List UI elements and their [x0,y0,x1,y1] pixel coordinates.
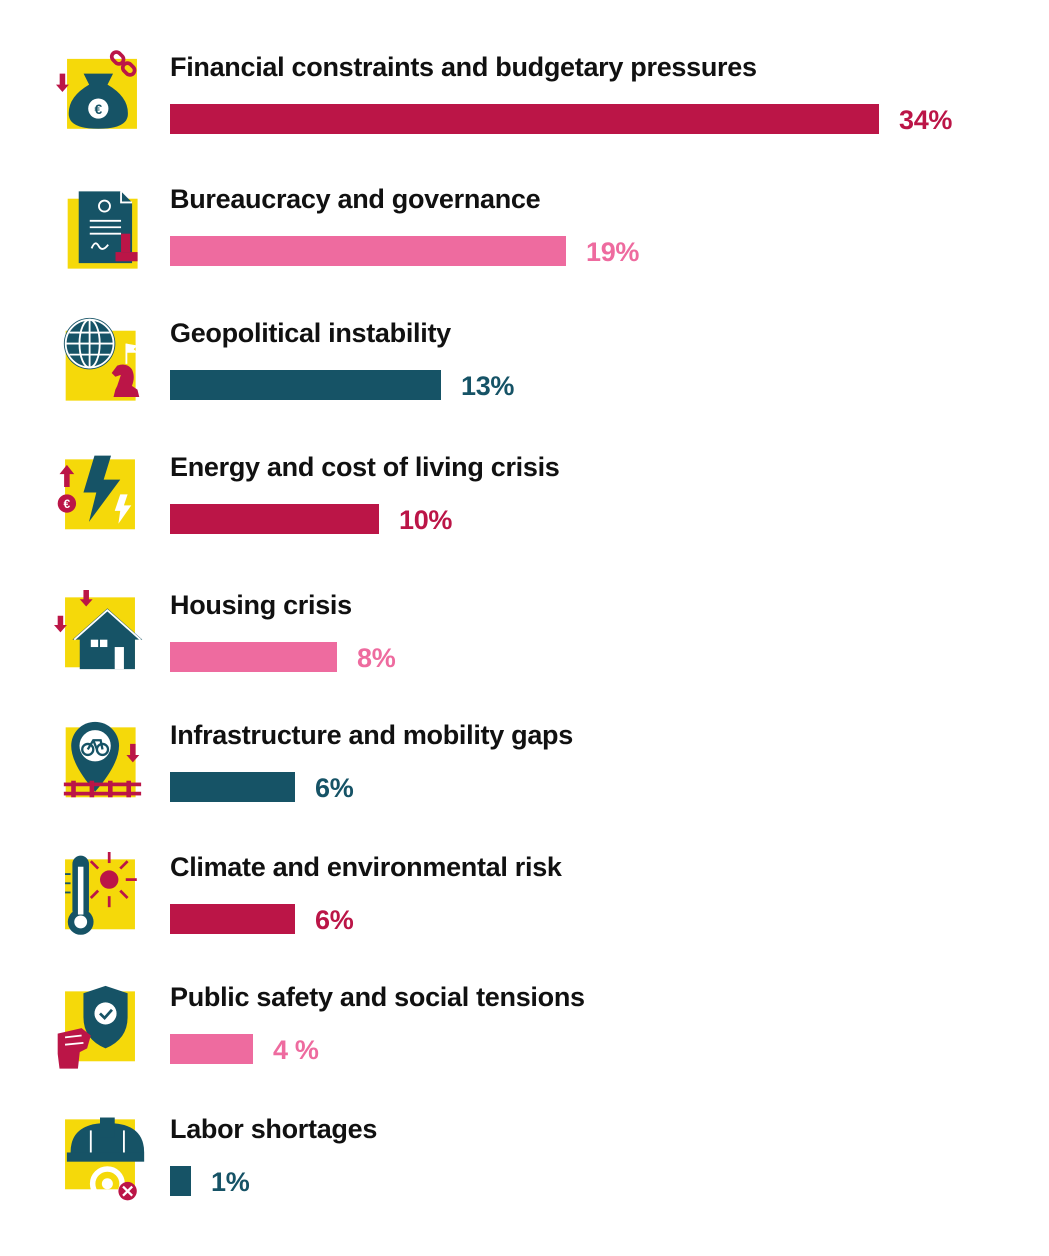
bike-location-pin-icon [62,720,143,799]
bar [170,1166,191,1196]
value-label: 13% [461,371,515,401]
thermometer-sun-icon [63,852,139,937]
category-label: Energy and cost of living crisis [170,452,560,482]
category-label: Bureaucracy and governance [170,184,541,214]
certificate-stamp-icon [66,190,139,270]
bar [170,642,337,672]
value-label: 8% [357,643,396,673]
value-label: 6% [315,773,354,803]
bar [170,904,295,934]
category-label: Climate and environmental risk [170,852,562,882]
bar [170,1034,253,1064]
bar [170,504,379,534]
category-label: Public safety and social tensions [170,982,585,1012]
bar [170,104,879,134]
value-label: 34% [899,105,953,135]
hard-hat-gear-icon [54,1112,146,1204]
bar [170,772,295,802]
value-label: 19% [586,237,640,267]
value-label: 6% [315,905,354,935]
category-label: Labor shortages [170,1114,378,1144]
category-label: Infrastructure and mobility gaps [170,720,573,750]
globe-chess-knight-icon [62,316,141,402]
value-label: 1% [211,1167,250,1197]
bar [170,236,566,266]
value-label: 4 % [273,1035,319,1065]
money-bag-euro-icon [56,48,139,131]
lightning-euro-icon [57,455,135,530]
house-down-arrows-icon [54,590,144,671]
shield-fist-icon [56,984,137,1071]
category-label: Geopolitical instability [170,318,451,348]
category-label: Financial constraints and budgetary pres… [170,52,757,82]
category-label: Housing crisis [170,590,352,620]
bar [170,370,441,400]
value-label: 10% [399,505,453,535]
